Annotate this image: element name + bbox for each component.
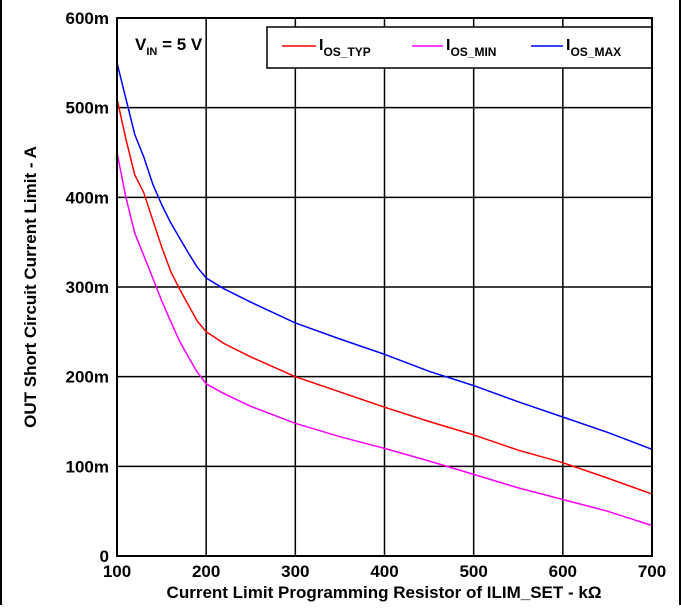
y-tick-label: 300m	[66, 278, 109, 297]
vin-annotation: VIN = 5 V	[135, 35, 203, 58]
y-tick-label: 0	[100, 547, 109, 566]
series-line-ios-min	[116, 152, 653, 527]
x-tick-label: 600	[549, 562, 577, 581]
legend-label-ios-min: IOS_MIN	[446, 37, 496, 59]
series-line-ios-max	[116, 62, 653, 451]
legend-label-ios-typ: IOS_TYP	[319, 37, 371, 59]
legend-label-ios-max: IOS_MAX	[566, 37, 621, 59]
vin-annotation-subscript: IN	[146, 46, 157, 58]
y-tick-label: 600m	[66, 9, 109, 28]
series-line-ios-typ	[116, 98, 653, 495]
tick-labels: 100 200 300 400 500 600 700 0 100m 200m 300m 400m 50…	[66, 9, 667, 581]
x-tick-label: 700	[638, 562, 666, 581]
y-tick-label: 400m	[66, 188, 109, 207]
x-tick-label: 300	[281, 562, 309, 581]
y-axis-label: OUT Short Circuit Current Limit - A	[21, 146, 40, 428]
vin-annotation-prefix: V	[135, 35, 147, 54]
plot-area-border	[116, 17, 653, 557]
vin-annotation-suffix: = 5 V	[157, 35, 203, 54]
y-tick-label: 500m	[66, 99, 109, 118]
data-series	[116, 62, 653, 527]
page-border-right	[679, 0, 681, 605]
legend-box	[266, 26, 653, 69]
x-tick-label: 500	[459, 562, 487, 581]
legend: IOS_TYP IOS_MIN IOS_MAX	[266, 26, 653, 69]
x-tick-label: 400	[370, 562, 398, 581]
x-axis-label: Current Limit Programming Resistor of IL…	[167, 583, 602, 602]
y-tick-label: 200m	[66, 368, 109, 387]
x-tick-label: 200	[192, 562, 220, 581]
vin-annotation-text: VIN = 5 V	[135, 35, 203, 58]
page-border-left	[0, 0, 2, 605]
y-tick-label: 100m	[66, 457, 109, 476]
x-tick-label: 100	[103, 562, 131, 581]
grid-lines	[117, 18, 652, 556]
